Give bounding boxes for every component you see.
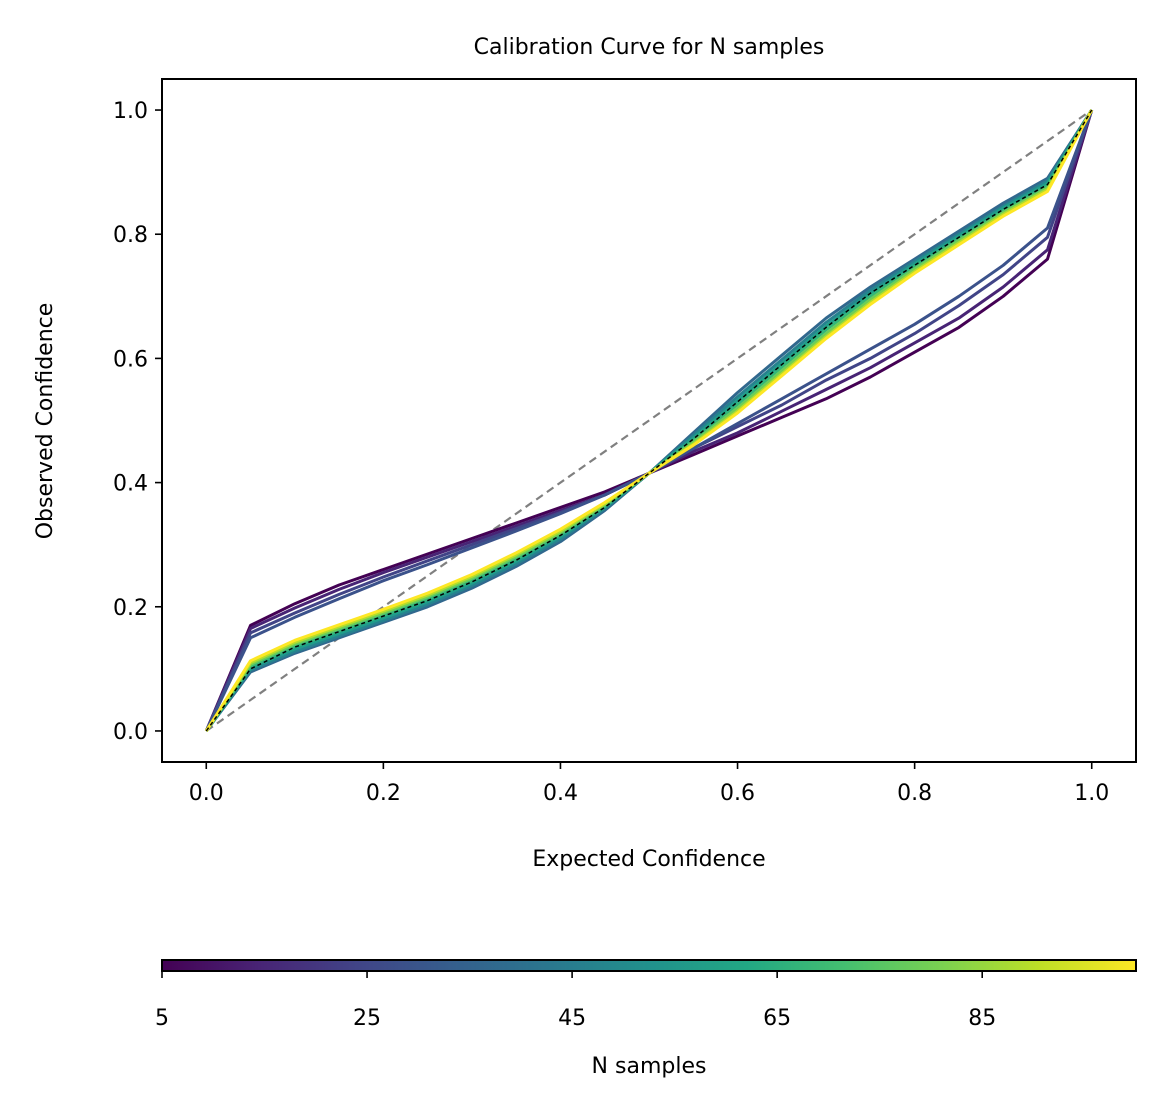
x-axis-ticks: 0.0 0.2 0.4 0.6 0.8 1.0 — [189, 762, 1109, 806]
colorbar-tick-label: 5 — [155, 1006, 169, 1031]
series-line-n-95 — [205, 109, 1094, 732]
y-tick-label: 0.4 — [113, 472, 148, 497]
y-axis-ticks: 0.0 0.2 0.4 0.6 0.8 1.0 — [113, 99, 162, 745]
plot-series — [204, 109, 1094, 732]
x-tick-label: 0.2 — [366, 781, 401, 806]
x-tick-label: 1.0 — [1074, 781, 1109, 806]
y-tick-label: 0.0 — [113, 720, 148, 745]
y-tick-label: 0.8 — [113, 223, 148, 248]
y-tick-label: 1.0 — [113, 99, 148, 124]
colorbar-label: N samples — [592, 1054, 707, 1079]
colorbar-ticks: 5 25 45 65 85 — [155, 971, 996, 1031]
y-axis-label: Observed Confidence — [33, 303, 58, 540]
x-tick-label: 0.6 — [720, 781, 755, 806]
colorbar-tick-label: 85 — [968, 1006, 996, 1031]
reference-diagonal-line — [205, 109, 1093, 732]
chart-title: Calibration Curve for N samples — [474, 35, 825, 60]
x-axis-label: Expected Confidence — [532, 847, 765, 872]
colorbar-tick-label: 45 — [558, 1006, 586, 1031]
x-tick-label: 0.4 — [543, 781, 578, 806]
x-tick-label: 0.8 — [897, 781, 932, 806]
colorbar — [161, 959, 1137, 972]
y-tick-label: 0.2 — [113, 596, 148, 621]
colorbar-tick-label: 25 — [353, 1006, 381, 1031]
colorbar-tick-label: 65 — [763, 1006, 791, 1031]
x-tick-label: 0.0 — [189, 781, 224, 806]
y-tick-label: 0.6 — [113, 347, 148, 372]
plot-frame — [161, 78, 1137, 763]
